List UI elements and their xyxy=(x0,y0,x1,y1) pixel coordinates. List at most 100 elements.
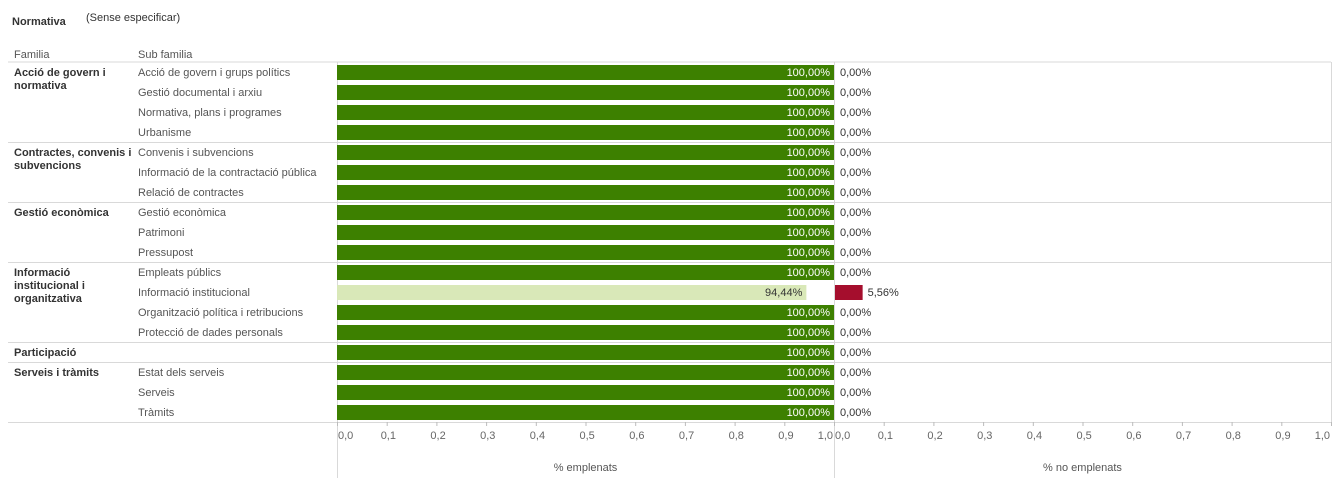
subfamily-label[interactable]: Urbanisme xyxy=(138,127,191,139)
family-label: Serveis i tràmits xyxy=(14,367,99,379)
bar-emplenats[interactable] xyxy=(337,165,834,180)
data-label-no-emplenats: 0,00% xyxy=(840,167,871,179)
bar-emplenats[interactable] xyxy=(337,225,834,240)
column-header-subfamily[interactable]: Sub familia xyxy=(138,49,193,61)
family-label: Acció de govern i xyxy=(14,67,106,79)
bar-emplenats[interactable] xyxy=(337,305,834,320)
data-label-emplenats: 100,00% xyxy=(787,167,831,179)
data-label-emplenats: 100,00% xyxy=(787,107,831,119)
data-label-no-emplenats: 0,00% xyxy=(840,87,871,99)
data-label-emplenats: 100,00% xyxy=(787,387,831,399)
tick-label: 0,0 xyxy=(835,430,850,442)
tick-label: 0,9 xyxy=(1275,430,1290,442)
bar-emplenats[interactable] xyxy=(337,405,834,420)
subfamily-label[interactable]: Normativa, plans i programes xyxy=(138,107,282,119)
family-label: Participació xyxy=(14,347,77,359)
data-label-no-emplenats: 0,00% xyxy=(840,347,871,359)
tick-label: 0,1 xyxy=(878,430,893,442)
tick-label: 0,3 xyxy=(480,430,495,442)
data-label-emplenats: 100,00% xyxy=(787,147,831,159)
subfamily-label[interactable]: Protecció de dades personals xyxy=(138,327,283,339)
family-label: organitzativa xyxy=(14,293,83,305)
family-label: normativa xyxy=(14,80,67,92)
tick-label: 0,2 xyxy=(430,430,445,442)
subfamily-label[interactable]: Estat dels serveis xyxy=(138,367,225,379)
bar-emplenats[interactable] xyxy=(337,325,834,340)
tick-label: 0,1 xyxy=(381,430,396,442)
data-label-no-emplenats: 0,00% xyxy=(840,227,871,239)
data-label-no-emplenats: 0,00% xyxy=(840,207,871,219)
family-label: institucional i xyxy=(14,280,85,292)
data-label-emplenats: 94,44% xyxy=(765,287,803,299)
data-label-no-emplenats: 0,00% xyxy=(840,67,871,79)
subfamily-label[interactable]: Acció de govern i grups polítics xyxy=(138,67,291,79)
subfamily-label[interactable]: Convenis i subvencions xyxy=(138,147,254,159)
subfamily-label[interactable]: Informació institucional xyxy=(138,287,250,299)
bar-emplenats[interactable] xyxy=(337,65,834,80)
tick-label: 0,7 xyxy=(1176,430,1191,442)
tick-label: 0,4 xyxy=(1027,430,1042,442)
tick-label: 0,8 xyxy=(1226,430,1241,442)
bar-emplenats[interactable] xyxy=(337,385,834,400)
axis-title: % emplenats xyxy=(554,462,618,474)
data-label-no-emplenats: 0,00% xyxy=(840,307,871,319)
bar-emplenats[interactable] xyxy=(337,145,834,160)
family-label: Contractes, convenis i xyxy=(14,147,131,159)
data-label-emplenats: 100,00% xyxy=(787,407,831,419)
tick-label: 0,8 xyxy=(729,430,744,442)
subfamily-label[interactable]: Organització política i retribucions xyxy=(138,307,304,319)
bar-no-emplenats[interactable] xyxy=(835,285,863,300)
tick-label: 1,0 xyxy=(818,430,833,442)
bar-emplenats[interactable] xyxy=(337,125,834,140)
tick-label: 0,5 xyxy=(580,430,595,442)
bar-emplenats[interactable] xyxy=(337,185,834,200)
filter-value[interactable]: (Sense especificar) xyxy=(86,12,181,24)
tick-label: 0,5 xyxy=(1077,430,1092,442)
data-label-emplenats: 100,00% xyxy=(787,187,831,199)
data-label-emplenats: 100,00% xyxy=(787,87,831,99)
data-label-no-emplenats: 5,56% xyxy=(868,287,899,299)
data-label-emplenats: 100,00% xyxy=(787,67,831,79)
tick-label: 0,6 xyxy=(629,430,644,442)
subfamily-label[interactable]: Gestió econòmica xyxy=(138,207,227,219)
bar-emplenats[interactable] xyxy=(337,365,834,380)
family-label: Informació xyxy=(14,267,71,279)
subfamily-label[interactable]: Informació de la contractació pública xyxy=(138,167,317,179)
data-label-no-emplenats: 0,00% xyxy=(840,147,871,159)
data-label-emplenats: 100,00% xyxy=(787,247,831,259)
page-title: Normativa xyxy=(12,16,66,28)
bar-emplenats[interactable] xyxy=(337,105,834,120)
tick-label: 0,4 xyxy=(530,430,545,442)
data-label-no-emplenats: 0,00% xyxy=(840,387,871,399)
tick-label: 0,0 xyxy=(338,430,353,442)
data-label-emplenats: 100,00% xyxy=(787,267,831,279)
data-label-emplenats: 100,00% xyxy=(787,327,831,339)
subfamily-label[interactable]: Patrimoni xyxy=(138,227,184,239)
subfamily-label[interactable]: Gestió documental i arxiu xyxy=(138,87,262,99)
data-label-no-emplenats: 0,00% xyxy=(840,107,871,119)
data-label-emplenats: 100,00% xyxy=(787,367,831,379)
data-label-no-emplenats: 0,00% xyxy=(840,267,871,279)
axis-title: % no emplenats xyxy=(1043,462,1122,474)
tick-label: 0,9 xyxy=(778,430,793,442)
subfamily-label[interactable]: Pressupost xyxy=(138,247,193,259)
data-label-emplenats: 100,00% xyxy=(787,347,831,359)
bar-emplenats[interactable] xyxy=(337,345,834,360)
data-label-emplenats: 100,00% xyxy=(787,307,831,319)
data-label-emplenats: 100,00% xyxy=(787,127,831,139)
bar-emplenats[interactable] xyxy=(337,265,834,280)
bar-emplenats[interactable] xyxy=(337,245,834,260)
subfamily-label[interactable]: Empleats públics xyxy=(138,267,222,279)
data-label-no-emplenats: 0,00% xyxy=(840,187,871,199)
data-label-no-emplenats: 0,00% xyxy=(840,407,871,419)
subfamily-label[interactable]: Tràmits xyxy=(138,407,175,419)
bar-emplenats[interactable] xyxy=(337,205,834,220)
bar-emplenats[interactable] xyxy=(337,85,834,100)
column-header-family[interactable]: Familia xyxy=(14,49,50,61)
bar-emplenats[interactable] xyxy=(337,285,807,300)
tick-label: 1,0 xyxy=(1315,430,1330,442)
tick-label: 0,2 xyxy=(927,430,942,442)
subfamily-label[interactable]: Relació de contractes xyxy=(138,187,244,199)
subfamily-label[interactable]: Serveis xyxy=(138,387,175,399)
